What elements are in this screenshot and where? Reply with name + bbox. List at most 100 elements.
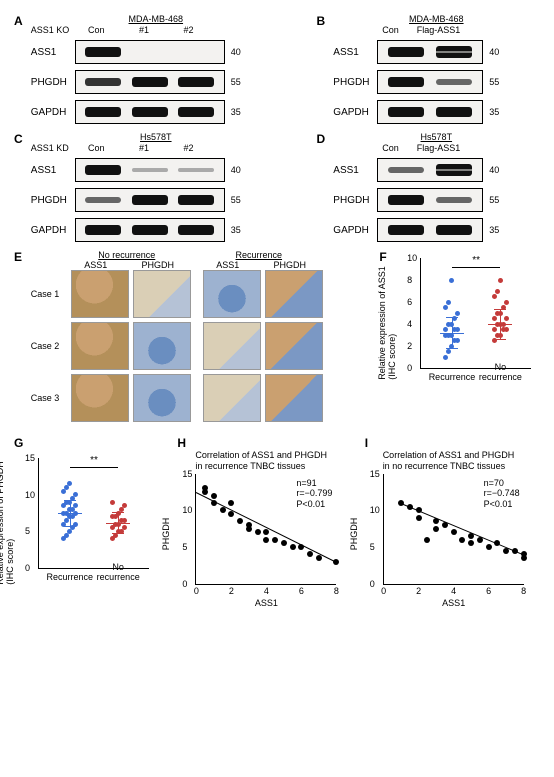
data-point — [263, 529, 269, 535]
lane-label: Con — [88, 25, 105, 35]
data-point — [459, 537, 465, 543]
panel-A-label: A — [14, 14, 28, 28]
ihc-case-label: Case 3 — [31, 393, 67, 403]
D-cellline: Hs578T — [373, 132, 499, 142]
wb-band — [436, 79, 472, 85]
wb-band — [178, 48, 214, 56]
data-point — [307, 551, 313, 557]
wb-box — [377, 158, 483, 182]
data-point — [211, 493, 217, 499]
data-point — [492, 294, 497, 299]
wb-band — [132, 107, 168, 117]
wb-band — [388, 167, 424, 173]
data-point — [246, 526, 252, 532]
data-point — [73, 503, 78, 508]
wb-row: PHGDH 55 — [333, 188, 499, 212]
wb-row: PHGDH55 — [333, 70, 499, 94]
wb-protein: GAPDH — [31, 107, 71, 118]
C-wb: ASS140PHGDH55GAPDH35 — [31, 158, 241, 242]
wb-protein: ASS1 — [333, 47, 373, 58]
wb-row: ASS140 — [31, 40, 241, 64]
sig-bar — [452, 267, 500, 268]
wb-protein: GAPDH — [333, 107, 373, 118]
wb-band — [388, 47, 424, 57]
y-tick: 5 — [25, 526, 30, 536]
ihc-row: Case 2 — [31, 322, 323, 370]
wb-protein: PHGDH — [31, 195, 71, 206]
lane-label: Con — [88, 143, 105, 153]
y-tick: 15 — [25, 453, 35, 463]
A-lanes: ASS1 KO Con#1#2 — [31, 25, 241, 37]
sig-text: ** — [472, 255, 480, 266]
wb-band — [132, 48, 168, 56]
y-label: Relative expression of PHGDH(IHC score) — [0, 461, 15, 585]
ihc-image — [133, 322, 191, 370]
err-bar — [118, 512, 119, 533]
wb-band — [132, 77, 168, 87]
x-tick: 4 — [264, 586, 269, 596]
B-lanes: ConFlag-ASS1 — [333, 25, 499, 37]
wb-row: PHGDH55 — [31, 70, 241, 94]
reg-line — [401, 503, 524, 555]
F-plot: Relative expression of ASS1(IHC score)02… — [420, 258, 531, 369]
C-cellline: Hs578T — [71, 132, 241, 142]
data-point — [433, 526, 439, 532]
ihc-image — [265, 322, 323, 370]
err-cap — [112, 512, 124, 513]
wb-mw: 55 — [231, 195, 241, 205]
err-bar — [70, 500, 71, 526]
ihc-image — [265, 270, 323, 318]
ihc-image — [71, 270, 129, 318]
y-tick: 8 — [407, 275, 412, 285]
err-bar — [500, 309, 501, 340]
sig-bar — [70, 467, 118, 468]
y-tick: 5 — [182, 542, 187, 552]
data-point — [449, 278, 454, 283]
ihc-image — [265, 374, 323, 422]
wb-box — [377, 188, 483, 212]
panel-E-label: E — [14, 250, 28, 264]
wb-band — [178, 168, 214, 172]
data-point — [451, 529, 457, 535]
E-sub-hdr: ASS1 PHGDH ASS1 PHGDH — [67, 260, 323, 270]
wb-box — [75, 188, 225, 212]
y-tick: 0 — [407, 363, 412, 373]
data-point — [498, 278, 503, 283]
H-plot: PHGDH05101502468ASS1n=91r=−0.799P<0.01 — [195, 474, 336, 585]
ihc-image — [203, 322, 261, 370]
y-tick: 10 — [407, 253, 417, 263]
err-cap — [112, 533, 124, 534]
data-point — [446, 300, 451, 305]
wb-row: ASS140 — [333, 158, 499, 182]
C-header: ASS1 KD — [31, 143, 71, 155]
x-cat-label: Recurrence — [429, 372, 476, 382]
wb-band — [178, 107, 214, 117]
wb-band — [85, 197, 121, 203]
data-point — [504, 300, 509, 305]
A-lane-labels: Con#1#2 — [71, 25, 211, 35]
wb-protein: PHGDH — [333, 195, 373, 206]
data-point — [263, 537, 269, 543]
E-grid: Case 1Case 2Case 3 — [31, 270, 323, 422]
E-sub-10: ASS1 — [199, 260, 257, 270]
D-lane-labels: ConFlag-ASS1 — [373, 143, 469, 153]
wb-mw: 40 — [489, 165, 499, 175]
ihc-image — [133, 270, 191, 318]
wb-box — [75, 158, 225, 182]
panel-H: H Correlation of ASS1 and PHGDHin recurr… — [177, 436, 352, 585]
data-point — [424, 537, 430, 543]
data-point — [492, 316, 497, 321]
x-tick: 0 — [194, 586, 199, 596]
wb-mw: 55 — [489, 195, 499, 205]
wb-band — [388, 195, 424, 205]
ihc-image — [71, 322, 129, 370]
C-lane-labels: Con#1#2 — [71, 143, 211, 153]
x-tick: 2 — [416, 586, 421, 596]
wb-mw: 40 — [231, 165, 241, 175]
E-group-hdr: No recurrence Recurrence — [67, 250, 323, 260]
x-tick: 6 — [486, 586, 491, 596]
ihc-image — [133, 374, 191, 422]
data-point — [281, 540, 287, 546]
E-sub-11: PHGDH — [261, 260, 319, 270]
y-tick: 5 — [370, 542, 375, 552]
